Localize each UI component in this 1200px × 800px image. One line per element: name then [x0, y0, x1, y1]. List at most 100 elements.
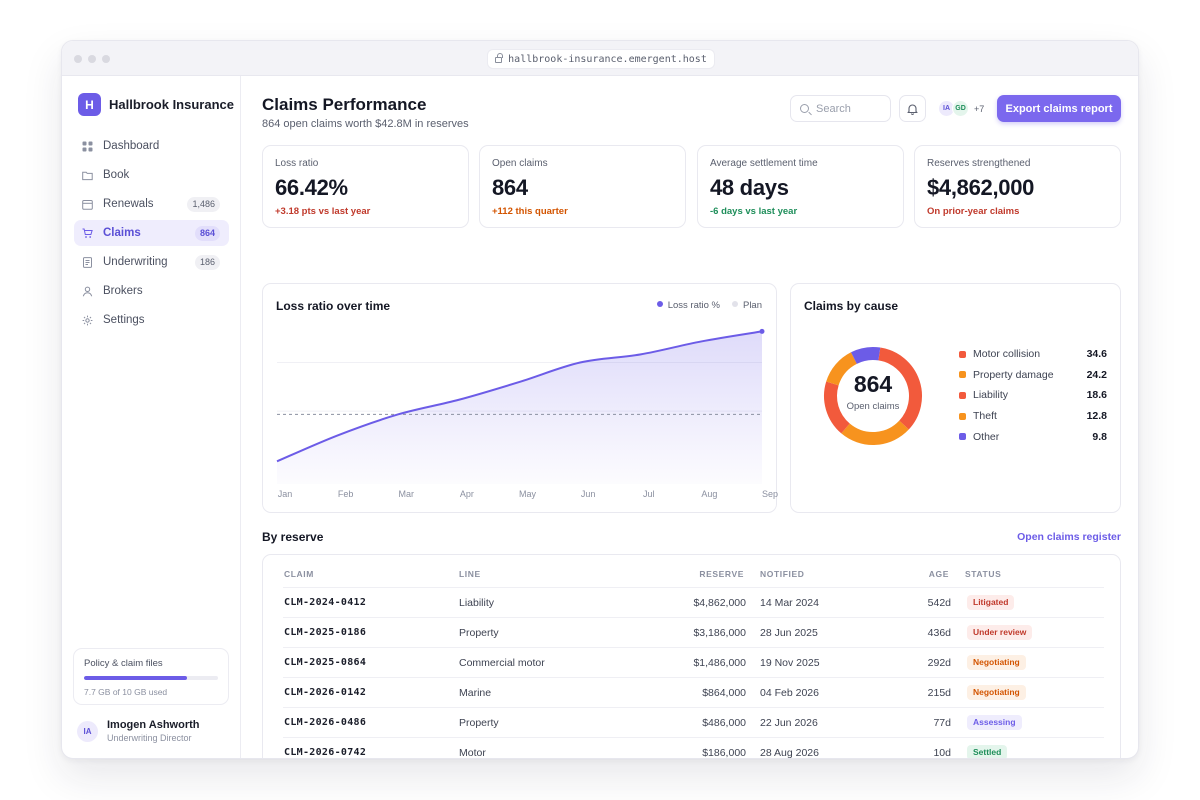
window-minimize-dot[interactable] — [88, 55, 96, 63]
kpi-card[interactable]: Average settlement time 48 days -6 days vs… — [697, 145, 904, 228]
chart-legend: Loss ratio % Plan — [656, 300, 762, 311]
claim-age: 215d — [927, 687, 951, 699]
claim-line: Property — [459, 627, 499, 639]
notifications-button[interactable] — [899, 95, 926, 122]
data-point[interactable] — [759, 328, 765, 334]
x-tick-label: Jul — [642, 489, 655, 499]
column-header[interactable]: AGE — [928, 569, 949, 579]
open-claims-register-link[interactable]: Open claims register — [1017, 531, 1121, 543]
claim-notified: 22 Jun 2026 — [760, 717, 818, 729]
claim-line: Commercial motor — [459, 657, 545, 669]
collaborators[interactable]: IA GD +7 — [938, 100, 984, 117]
sidebar-item-settings[interactable]: Settings — [74, 307, 229, 333]
address-bar[interactable]: hallbrook-insurance.emergent.host — [487, 49, 715, 69]
kpi-card[interactable]: Open claims 864 +112 this quarter — [479, 145, 686, 228]
sidebar-item-book[interactable]: Book — [74, 162, 229, 188]
kpi-label: Open claims — [492, 158, 548, 169]
claim-id[interactable]: CLM-2025-0186 — [284, 627, 367, 638]
legend-item[interactable]: Other 9.8 — [959, 431, 1107, 443]
bell-icon — [907, 103, 918, 115]
claim-reserve: $186,000 — [702, 747, 746, 759]
legend-value: 18.6 — [1086, 389, 1107, 402]
legend-label: Property damage — [973, 368, 1054, 381]
donut-slice-motor-collision[interactable] — [878, 347, 922, 430]
loss-ratio-area — [277, 331, 762, 484]
sidebar-item-brokers[interactable]: Brokers — [74, 278, 229, 304]
sidebar-item-label: Dashboard — [103, 140, 160, 152]
legend-swatch — [959, 412, 966, 420]
table-row[interactable]: CLM-2025-0186 Property $3,186,000 28 Jun 20… — [283, 617, 1104, 647]
brand-name: Hallbrook Insurance — [109, 97, 234, 112]
table-row[interactable]: CLM-2026-0742 Motor $186,000 28 Aug 2026 10d… — [283, 737, 1104, 759]
document-icon — [82, 256, 93, 268]
kpi-label: Reserves strengthened — [927, 158, 1031, 169]
legend-item[interactable]: Property damage 24.2 — [959, 369, 1107, 381]
column-header[interactable]: CLAIM — [284, 569, 314, 579]
claim-reserve: $864,000 — [702, 687, 746, 699]
legend-item-loss-ratio[interactable]: Loss ratio % — [656, 300, 720, 311]
brand[interactable]: H Hallbrook Insurance — [78, 93, 234, 116]
donut-slice-theft[interactable] — [826, 352, 858, 386]
browser-window: hallbrook-insurance.emergent.host H Hall… — [61, 40, 1139, 759]
column-header[interactable]: NOTIFIED — [760, 569, 805, 579]
claim-line: Property — [459, 717, 499, 729]
sidebar-item-claims[interactable]: Claims 864 — [74, 220, 229, 246]
kpi-delta: On prior-year claims — [927, 206, 1020, 217]
calendar-icon — [82, 199, 93, 210]
user-profile[interactable]: IA Imogen Ashworth Underwriting Director — [77, 719, 199, 743]
kpi-value: $4,862,000 — [927, 175, 1035, 200]
legend-item[interactable]: Theft 12.8 — [959, 410, 1107, 422]
storage-card[interactable]: Policy & claim files 7.7 GB of 10 GB use… — [73, 648, 229, 705]
claims-donut-chart — [824, 347, 922, 445]
avatar: GD — [952, 100, 969, 117]
sidebar-item-underwriting[interactable]: Underwriting 186 — [74, 249, 229, 275]
kpi-value: 48 days — [710, 175, 789, 200]
claim-reserve: $4,862,000 — [693, 597, 746, 609]
kpi-delta: +112 this quarter — [492, 206, 568, 217]
claim-id[interactable]: CLM-2026-0742 — [284, 747, 367, 758]
loss-ratio-chart-card: Loss ratio over time Loss ratio % Plan J… — [262, 283, 779, 513]
reserves-table: CLAIM LINE RESERVE NOTIFIED AGE STATUS CLM-20… — [262, 554, 1121, 759]
legend-value: 12.8 — [1086, 410, 1107, 423]
x-tick-label: Feb — [337, 489, 354, 499]
kpi-card[interactable]: Loss ratio 66.42% +3.18 pts vs last year — [262, 145, 469, 228]
x-tick-label: Aug — [701, 489, 718, 499]
address-text: hallbrook-insurance.emergent.host — [508, 53, 707, 65]
export-claims-report-button[interactable]: Export claims report — [997, 95, 1121, 122]
kpi-label: Loss ratio — [275, 158, 319, 169]
claim-id[interactable]: CLM-2025-0864 — [284, 657, 367, 668]
status-badge: Assessing — [967, 715, 1022, 730]
kpi-card[interactable]: Reserves strengthened $4,862,000 On prior-… — [914, 145, 1121, 228]
claim-id[interactable]: CLM-2026-0486 — [284, 717, 367, 728]
sidebar-item-dashboard[interactable]: Dashboard — [74, 133, 229, 159]
table-row[interactable]: CLM-2025-0864 Commercial motor $1,486,000 1… — [283, 647, 1104, 677]
table-row[interactable]: CLM-2026-0486 Property $486,000 22 Jun 2026… — [283, 707, 1104, 737]
column-header[interactable]: LINE — [459, 569, 481, 579]
kpi-delta: +3.18 pts vs last year — [275, 206, 371, 217]
sidebar-item-label: Renewals — [103, 198, 154, 210]
table-row[interactable]: CLM-2024-0412 Liability $4,862,000 14 Mar 2… — [283, 587, 1104, 617]
claim-notified: 28 Aug 2026 — [760, 747, 819, 759]
legend-label: Liability — [973, 389, 1009, 402]
status-badge: Negotiating — [967, 685, 1026, 700]
column-header[interactable]: RESERVE — [699, 569, 744, 579]
search-input[interactable]: Search — [790, 95, 891, 122]
donut-slice-liability[interactable] — [824, 381, 850, 434]
donut-slice-other[interactable] — [850, 347, 881, 364]
legend-item-plan[interactable]: Plan — [731, 300, 762, 311]
claim-id[interactable]: CLM-2026-0142 — [284, 687, 367, 698]
window-close-dot[interactable] — [74, 55, 82, 63]
legend-item[interactable]: Liability 18.6 — [959, 389, 1107, 401]
column-header[interactable]: STATUS — [965, 569, 1002, 579]
storage-caption: 7.7 GB of 10 GB used — [84, 687, 168, 697]
legend-item[interactable]: Motor collision 34.6 — [959, 348, 1107, 360]
donut-slice-property-damage[interactable] — [841, 420, 909, 445]
person-icon — [82, 286, 93, 297]
legend-swatch — [959, 371, 966, 379]
table-row[interactable]: CLM-2026-0142 Marine $864,000 04 Feb 2026 21… — [283, 677, 1104, 707]
x-tick-label: Sep — [761, 489, 779, 499]
sidebar-item-renewals[interactable]: Renewals 1,486 — [74, 191, 229, 217]
count-badge: 864 — [194, 226, 220, 241]
claim-id[interactable]: CLM-2024-0412 — [284, 597, 367, 608]
window-maximize-dot[interactable] — [102, 55, 110, 63]
